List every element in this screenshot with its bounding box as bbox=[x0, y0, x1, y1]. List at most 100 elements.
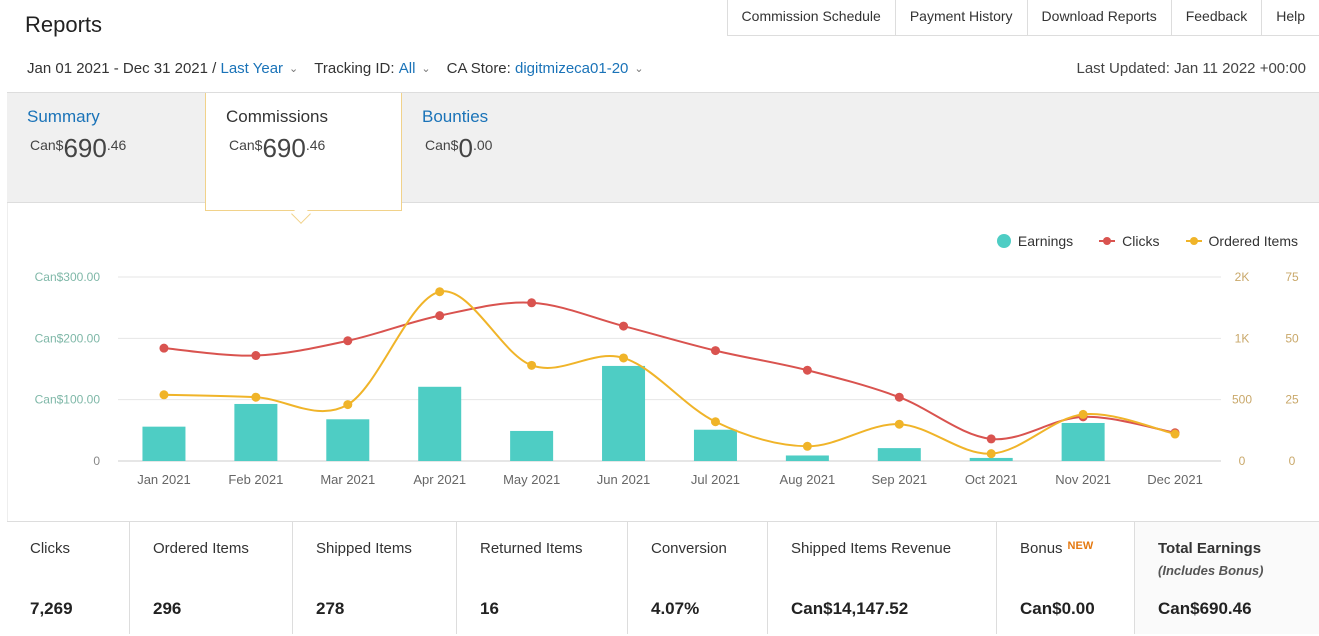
nav-feedback[interactable]: Feedback bbox=[1171, 0, 1263, 35]
earnings-bar bbox=[234, 403, 278, 461]
earnings-bar bbox=[785, 455, 829, 461]
y-right-clicks-tick: 500 bbox=[1232, 393, 1252, 407]
x-tick-label: Nov 2021 bbox=[1055, 472, 1111, 487]
stat-value: 278 bbox=[316, 599, 345, 618]
y-left-tick: Can$300.00 bbox=[35, 270, 101, 284]
ordered-items-point bbox=[1078, 409, 1088, 419]
currency: Can$ bbox=[30, 137, 64, 153]
stat-value: 7,269 bbox=[30, 599, 73, 618]
chevron-down-icon[interactable]: ⌄ bbox=[634, 63, 644, 75]
earnings-bar bbox=[142, 426, 186, 461]
currency: Can$ bbox=[425, 137, 459, 153]
legend-label: Clicks bbox=[1122, 233, 1160, 249]
stats-bar: Clicks 7,269 Ordered Items 296 Shipped I… bbox=[7, 521, 1319, 636]
y-right-clicks-tick: 2K bbox=[1235, 270, 1250, 284]
stat-clicks: Clicks 7,269 bbox=[7, 522, 130, 634]
x-tick-label: Jun 2021 bbox=[597, 472, 651, 487]
x-tick-label: Apr 2021 bbox=[413, 472, 466, 487]
earnings-chart: 0 0 0 Can$100.00 500 25 Can$200.00 1K 50 Can$300.… bbox=[7, 203, 1319, 521]
legend-label: Earnings bbox=[1017, 233, 1074, 249]
stat-shipped-items: Shipped Items 278 bbox=[293, 522, 457, 634]
stat-label: Shipped Items bbox=[316, 540, 412, 557]
amount-whole: 690 bbox=[63, 133, 107, 163]
stat-label: Ordered Items bbox=[153, 540, 249, 557]
legend-ordered-items[interactable]: Ordered Items bbox=[1185, 233, 1298, 249]
legend-clicks[interactable]: Clicks bbox=[1099, 233, 1160, 249]
store-dropdown[interactable]: digitmizeca01-20 bbox=[515, 60, 629, 77]
y-right-ordered-tick: 25 bbox=[1285, 393, 1299, 407]
top-nav: Commission Schedule Payment History Down… bbox=[726, 0, 1319, 36]
stat-label: Shipped Items Revenue bbox=[791, 540, 952, 557]
amount-whole: 690 bbox=[262, 133, 306, 163]
nav-help[interactable]: Help bbox=[1262, 0, 1319, 35]
earnings-bar bbox=[877, 448, 921, 461]
earnings-bar bbox=[969, 457, 1013, 461]
nav-payment-history[interactable]: Payment History bbox=[895, 0, 1028, 35]
stat-sub: (Includes Bonus) bbox=[1158, 563, 1264, 578]
page-title: Reports bbox=[25, 12, 103, 37]
clicks-point bbox=[802, 365, 812, 375]
legend-earnings[interactable]: Earnings bbox=[996, 233, 1074, 249]
stat-total-earnings: Total Earnings (Includes Bonus) Can$690.… bbox=[1135, 522, 1319, 634]
earnings-bar bbox=[510, 430, 554, 461]
stat-shipped-revenue: Shipped Items Revenue Can$14,147.52 bbox=[768, 522, 997, 634]
x-tick-label: Mar 2021 bbox=[320, 472, 375, 487]
stat-label: Clicks bbox=[30, 540, 70, 557]
clicks-point bbox=[159, 343, 169, 353]
earnings-dot-icon bbox=[996, 234, 1011, 248]
y-left-tick: Can$100.00 bbox=[35, 393, 101, 407]
ordered-items-point bbox=[802, 441, 812, 451]
currency: Can$ bbox=[229, 137, 263, 153]
tracking-dropdown[interactable]: All bbox=[398, 60, 416, 77]
tracking-label: Tracking ID: bbox=[314, 60, 395, 77]
y-right-ordered-tick: 0 bbox=[1289, 454, 1296, 468]
ordered-items-point bbox=[894, 419, 904, 429]
amount-cents: .46 bbox=[106, 137, 127, 153]
stat-value: 296 bbox=[153, 599, 182, 618]
y-right-ordered-tick: 75 bbox=[1285, 270, 1299, 284]
chevron-down-icon[interactable]: ⌄ bbox=[289, 63, 299, 75]
amount-cents: .00 bbox=[472, 137, 493, 153]
x-tick-label: May 2021 bbox=[503, 472, 560, 487]
ordered-line-icon bbox=[1185, 234, 1202, 248]
y-left-tick: 0 bbox=[93, 454, 100, 468]
tab-amount: Can$ 690 .46 bbox=[229, 133, 401, 164]
earnings-bar bbox=[418, 386, 462, 461]
nav-commission-schedule[interactable]: Commission Schedule bbox=[727, 0, 896, 35]
ordered-items-point bbox=[435, 287, 445, 297]
legend-label: Ordered Items bbox=[1208, 233, 1298, 249]
stat-value: Can$690.46 bbox=[1158, 599, 1252, 618]
tab-bounties[interactable]: Bounties Can$ 0 .00 bbox=[402, 93, 602, 203]
stat-value: 16 bbox=[480, 599, 499, 618]
tab-amount: Can$ 0 .00 bbox=[425, 133, 602, 164]
store-label: CA Store: bbox=[446, 60, 511, 77]
ordered-items-point bbox=[986, 449, 996, 459]
last-updated: Last Updated: Jan 11 2022 +00:00 bbox=[1076, 60, 1307, 77]
amount-cents: .46 bbox=[305, 137, 326, 153]
ordered-items-point bbox=[1170, 429, 1180, 439]
x-tick-label: Dec 2021 bbox=[1147, 472, 1203, 487]
stat-conversion: Conversion 4.07% bbox=[628, 522, 768, 634]
period-dropdown[interactable]: Last Year bbox=[220, 60, 284, 77]
ordered-items-point bbox=[527, 360, 537, 370]
ordered-items-point bbox=[159, 390, 169, 400]
clicks-point bbox=[986, 434, 996, 444]
stat-value: Can$14,147.52 bbox=[791, 599, 909, 618]
tab-label[interactable]: Summary bbox=[27, 107, 100, 126]
clicks-point bbox=[619, 321, 629, 331]
tab-summary[interactable]: Summary Can$ 690 .46 bbox=[7, 93, 205, 203]
stat-ordered-items: Ordered Items 296 bbox=[130, 522, 293, 634]
ordered-items-point bbox=[710, 417, 720, 427]
tab-label[interactable]: Commissions bbox=[226, 107, 329, 126]
amount-whole: 0 bbox=[458, 133, 473, 163]
nav-download-reports[interactable]: Download Reports bbox=[1027, 0, 1172, 35]
clicks-point bbox=[894, 392, 904, 402]
tab-label[interactable]: Bounties bbox=[422, 107, 489, 126]
stat-label: Conversion bbox=[651, 540, 727, 557]
earnings-bar bbox=[602, 365, 646, 461]
filter-bar: Jan 01 2021 - Dec 31 2021 / Last Year ⌄ … bbox=[27, 60, 660, 77]
x-tick-label: Jan 2021 bbox=[137, 472, 191, 487]
tab-commissions[interactable]: Commissions Can$ 690 .46 bbox=[205, 93, 402, 211]
y-left-tick: Can$200.00 bbox=[35, 331, 101, 345]
chevron-down-icon[interactable]: ⌄ bbox=[421, 63, 431, 75]
